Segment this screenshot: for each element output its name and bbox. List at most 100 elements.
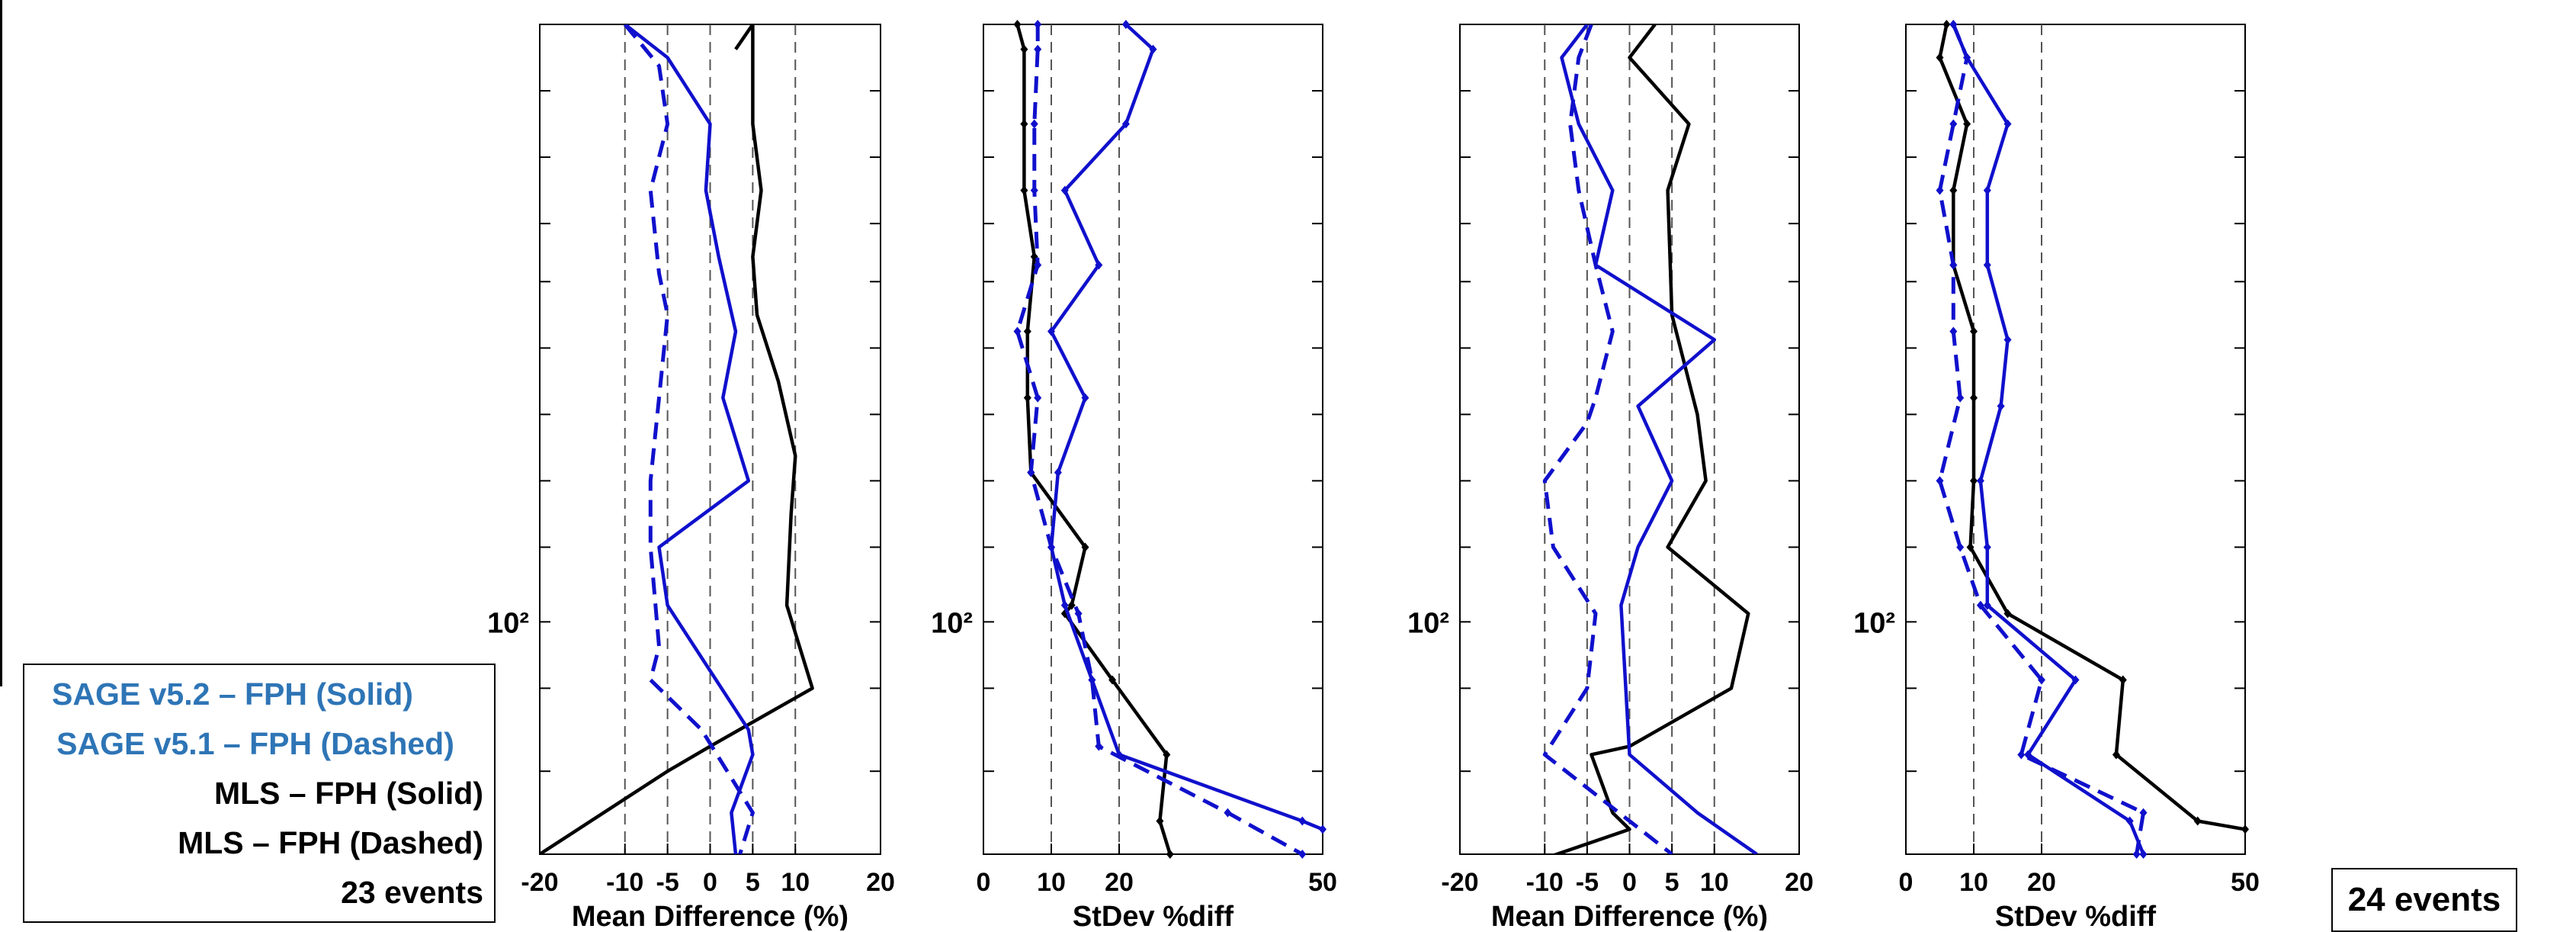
data-point bbox=[1949, 20, 1958, 29]
data-point bbox=[1949, 119, 1958, 129]
panel-4: 10² 0 10 20 50 StDev %diff bbox=[1853, 20, 2260, 930]
data-point bbox=[1970, 393, 1978, 403]
data-point bbox=[2125, 816, 2134, 826]
panel-2: 10² 0 10 20 50 StDev %diff bbox=[931, 20, 1337, 930]
data-point bbox=[1023, 326, 1031, 336]
y-tick-label: 10² bbox=[1853, 607, 1895, 639]
x-tick-label: 5 bbox=[746, 868, 760, 897]
data-point bbox=[1936, 185, 1944, 195]
data-point bbox=[1095, 260, 1103, 270]
y-tick-label: 10² bbox=[487, 607, 529, 639]
sage-dashed-series-line bbox=[1542, 24, 1673, 854]
axes-frame bbox=[983, 24, 1323, 855]
panel-3: 10² -20 -10 -5 0 5 10 20 Mean Difference (%) bbox=[1407, 24, 1814, 930]
data-point bbox=[1949, 326, 1958, 336]
data-point bbox=[2139, 850, 2148, 859]
data-point bbox=[1034, 393, 1042, 403]
sage-solid-series-line bbox=[624, 24, 755, 854]
data-point bbox=[1966, 542, 1975, 552]
data-point bbox=[1936, 53, 1944, 63]
event-count-box: 24 events bbox=[2331, 868, 2517, 932]
data-point bbox=[2003, 119, 2012, 129]
data-point bbox=[1047, 326, 1055, 336]
data-point bbox=[1074, 609, 1083, 619]
data-point bbox=[1030, 185, 1038, 195]
x-tick-label: 0 bbox=[1899, 868, 1914, 897]
data-point bbox=[1976, 476, 1984, 486]
data-point bbox=[1983, 600, 1991, 610]
data-point bbox=[2139, 808, 2148, 818]
data-point bbox=[1108, 675, 1117, 685]
legend-entry-sage-v52: SAGE v5.2 – FPH (Solid) bbox=[52, 677, 413, 712]
data-point bbox=[1020, 185, 1028, 195]
sage-dashed-series-line bbox=[1015, 24, 1304, 854]
sage-solid-series-line bbox=[1049, 24, 1323, 831]
mls-solid-series-line bbox=[1938, 24, 2245, 831]
data-point bbox=[1949, 260, 1958, 270]
mls-solid-series-line bbox=[538, 24, 814, 854]
data-point bbox=[1027, 468, 1035, 477]
data-point bbox=[1149, 44, 1157, 54]
y-tick-label: 10² bbox=[931, 607, 973, 639]
x-axis-label: Mean Difference (%) bbox=[1491, 901, 1768, 930]
data-point bbox=[1298, 816, 1307, 826]
x-tick-label: 10 bbox=[1959, 868, 1988, 897]
x-tick-label: 50 bbox=[1308, 868, 1337, 897]
x-tick-label: 10 bbox=[1037, 868, 1066, 897]
mls-solid-series-line bbox=[1015, 24, 1172, 854]
data-point bbox=[1054, 468, 1062, 477]
sage-solid-series-line bbox=[1560, 24, 1758, 854]
x-tick-label: -20 bbox=[1441, 868, 1478, 897]
mls-solid-series-line bbox=[1551, 24, 1750, 854]
data-point bbox=[1949, 185, 1958, 195]
data-point bbox=[2003, 609, 2012, 619]
y-tick-label: 10² bbox=[1407, 607, 1449, 639]
data-point bbox=[1319, 824, 1326, 834]
data-point bbox=[1013, 326, 1022, 336]
x-tick-label: 20 bbox=[2027, 868, 2056, 897]
x-tick-label: -10 bbox=[1526, 868, 1564, 897]
legend-entry-sage-v51: SAGE v5.1 – FPH (Dashed) bbox=[56, 726, 454, 761]
x-tick-label: -10 bbox=[606, 868, 643, 897]
x-tick-label: 10 bbox=[781, 868, 810, 897]
data-point bbox=[1224, 808, 1232, 818]
x-axis-label: Mean Difference (%) bbox=[572, 901, 849, 930]
data-point bbox=[1020, 119, 1028, 129]
panel-1: 10² -20 -10 -5 0 5 10 20 Mean Difference (%) bbox=[487, 24, 895, 930]
data-point bbox=[1983, 260, 1991, 270]
sage-solid-series-line bbox=[1952, 24, 2145, 854]
data-point bbox=[1060, 600, 1069, 610]
data-point bbox=[1942, 20, 1951, 29]
data-point bbox=[1034, 20, 1042, 29]
data-point bbox=[1030, 119, 1038, 129]
data-point bbox=[1121, 119, 1130, 129]
data-point bbox=[1081, 393, 1089, 403]
data-point bbox=[2241, 824, 2249, 834]
data-point bbox=[1163, 750, 1171, 760]
x-axis-label: StDev %diff bbox=[1073, 901, 1233, 930]
data-point bbox=[1298, 850, 1307, 859]
data-point bbox=[2038, 675, 2045, 685]
data-point bbox=[1013, 20, 1022, 29]
axes-frame bbox=[1905, 24, 2246, 855]
data-point bbox=[1067, 600, 1076, 610]
legend-entry-event-count: 23 events bbox=[341, 875, 483, 910]
data-point bbox=[1983, 542, 1991, 552]
x-tick-label: 10 bbox=[1700, 868, 1729, 897]
data-point bbox=[2017, 750, 2026, 760]
data-point bbox=[1081, 542, 1089, 552]
data-point bbox=[2132, 850, 2141, 859]
data-point bbox=[2071, 675, 2080, 685]
x-tick-label: 20 bbox=[1105, 868, 1134, 897]
data-point bbox=[1936, 476, 1944, 486]
data-point bbox=[1088, 675, 1096, 685]
data-point bbox=[1166, 850, 1174, 859]
data-point bbox=[1095, 741, 1103, 751]
data-point bbox=[1976, 600, 1984, 610]
data-point bbox=[2112, 750, 2120, 760]
legend-box: SAGE v5.2 – FPH (Solid) SAGE v5.1 – FPH … bbox=[23, 664, 496, 923]
data-point bbox=[1997, 401, 2005, 411]
legend-entry-mls-dashed: MLS – FPH (Dashed) bbox=[178, 825, 483, 860]
data-point bbox=[1963, 119, 1971, 129]
data-point bbox=[1034, 260, 1042, 270]
